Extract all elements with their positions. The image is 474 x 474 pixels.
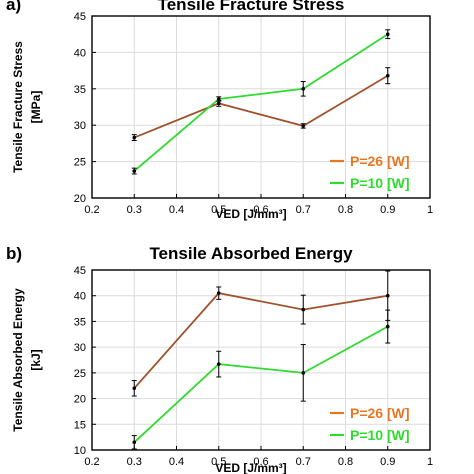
data-point xyxy=(132,135,137,140)
data-point xyxy=(301,124,306,128)
y-tick-label: 35 xyxy=(74,84,86,96)
x-tick-label: 1 xyxy=(427,204,433,216)
data-point xyxy=(301,371,306,375)
data-point xyxy=(216,101,221,106)
y-axis-title: Tensile Absorbed Energy xyxy=(11,288,25,432)
y-tick-label: 30 xyxy=(74,342,86,354)
chart-title: Tensile Absorbed Energy xyxy=(149,244,353,263)
y-tick-label: 20 xyxy=(74,394,86,406)
y-axis-title: Tensile Fracture Stress xyxy=(11,41,25,173)
panel-label: a) xyxy=(6,0,21,14)
data-point xyxy=(385,73,390,78)
x-tick-label: 0.9 xyxy=(380,204,395,216)
legend-label: P=26 [W] xyxy=(350,153,410,169)
x-tick-label: 0.4 xyxy=(169,456,184,468)
x-tick-label: 0.7 xyxy=(296,456,311,468)
y-tick-label: 35 xyxy=(74,316,86,328)
legend-label: P=10 [W] xyxy=(350,175,410,191)
x-tick-label: 0.7 xyxy=(296,204,311,216)
y-tick-label: 10 xyxy=(74,445,86,457)
data-point xyxy=(132,169,137,173)
x-tick-label: 0.3 xyxy=(127,204,142,216)
y-tick-label: 20 xyxy=(74,193,86,205)
x-tick-label: 0.9 xyxy=(380,456,395,468)
legend-label: P=10 [W] xyxy=(350,427,410,443)
x-tick-label: 0.4 xyxy=(169,204,184,216)
data-point xyxy=(216,97,221,101)
x-tick-label: 0.3 xyxy=(127,456,142,468)
x-tick-label: 0.5 xyxy=(211,456,226,468)
chart-title: Tensile Fracture Stress xyxy=(158,0,345,14)
series-line-p26 xyxy=(133,74,389,139)
data-point xyxy=(385,324,390,329)
y-axis-unit: [kJ] xyxy=(29,349,43,370)
series-line-p10 xyxy=(133,33,389,172)
series-line-p26 xyxy=(133,292,388,389)
data-point xyxy=(301,87,306,91)
x-tick-label: 0.8 xyxy=(338,456,353,468)
y-tick-label: 15 xyxy=(74,419,86,431)
y-tick-label: 30 xyxy=(74,120,86,132)
data-point xyxy=(216,362,221,366)
y-axis-unit: [MPa] xyxy=(29,91,43,124)
data-point xyxy=(385,293,390,298)
x-tick-label: 0.6 xyxy=(253,456,268,468)
y-tick-label: 45 xyxy=(74,265,86,277)
x-axis-title: VED [J/mm³] xyxy=(215,461,286,474)
y-tick-label: 25 xyxy=(74,157,86,169)
x-tick-label: 0.5 xyxy=(211,204,226,216)
y-tick-label: 40 xyxy=(74,47,86,59)
chart-panel-b: 0.2 0.3 0.4 0.5 0.6 0.7 0.8 0.9 1 10 15 20 25 30 35 40 4… xyxy=(6,244,433,474)
y-tick-label: 25 xyxy=(74,368,86,380)
data-point xyxy=(132,440,137,445)
x-tick-label: 0.6 xyxy=(253,204,268,216)
data-point xyxy=(132,386,137,391)
data-point xyxy=(216,291,221,295)
data-point xyxy=(301,307,306,312)
panel-label: b) xyxy=(6,244,22,263)
x-tick-label: 0.2 xyxy=(84,456,99,468)
y-tick-label: 45 xyxy=(74,11,86,23)
chart-panel-a: 0.2 0.3 0.4 0.5 0.6 0.7 0.8 0.9 1 20 25 30 35 40 45 a) T… xyxy=(6,0,433,221)
x-axis-title: VED [J/mm³] xyxy=(215,207,286,221)
y-tick-label: 40 xyxy=(74,291,86,303)
data-point xyxy=(385,32,390,36)
series-line-p10 xyxy=(133,325,389,443)
x-tick-label: 1 xyxy=(427,456,433,468)
x-tick-label: 0.8 xyxy=(338,204,353,216)
x-tick-label: 0.2 xyxy=(84,204,99,216)
legend-label: P=26 [W] xyxy=(350,405,410,421)
